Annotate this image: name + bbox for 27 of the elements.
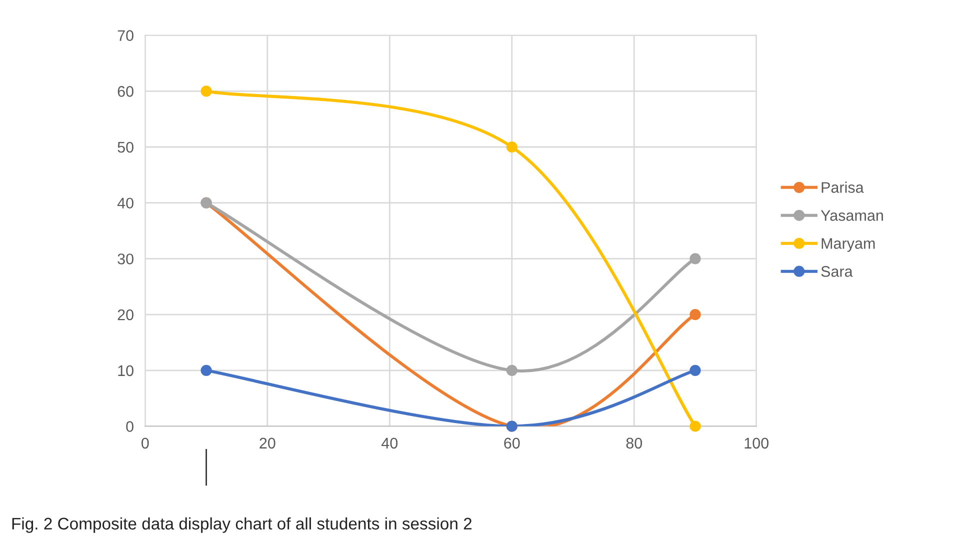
point [690,420,701,432]
legend-label: Maryam [822,238,875,252]
point [690,364,701,376]
x-tick-label: 40 [381,438,398,449]
y-tick-label: 40 [117,198,134,209]
point [506,364,518,376]
point [690,308,701,320]
point [200,86,212,97]
caption: Fig. 2 Composite data display chart of all students in session 2 [12,517,472,533]
point [506,141,518,153]
x-tick-label: 80 [626,438,642,449]
legend-label: Parisa [822,182,864,193]
legend-label: Yasaman [820,210,883,221]
point [690,253,701,264]
point [200,364,212,376]
y-tick-label: 60 [118,86,134,97]
y-tick-label: 70 [118,30,134,41]
y-tick-label: 10 [118,365,134,376]
x-tick-label: 20 [260,438,276,449]
x-tick-label: 0 [142,438,149,449]
legend-label: Sara [821,266,853,277]
y-tick-label: 30 [118,254,134,264]
x-tick-label: 60 [504,438,520,449]
y-tick-label: 50 [118,142,134,153]
y-tick-label: 20 [118,309,134,320]
y-tick-label: 0 [126,421,134,432]
x-tick-label: 100 [744,438,769,449]
